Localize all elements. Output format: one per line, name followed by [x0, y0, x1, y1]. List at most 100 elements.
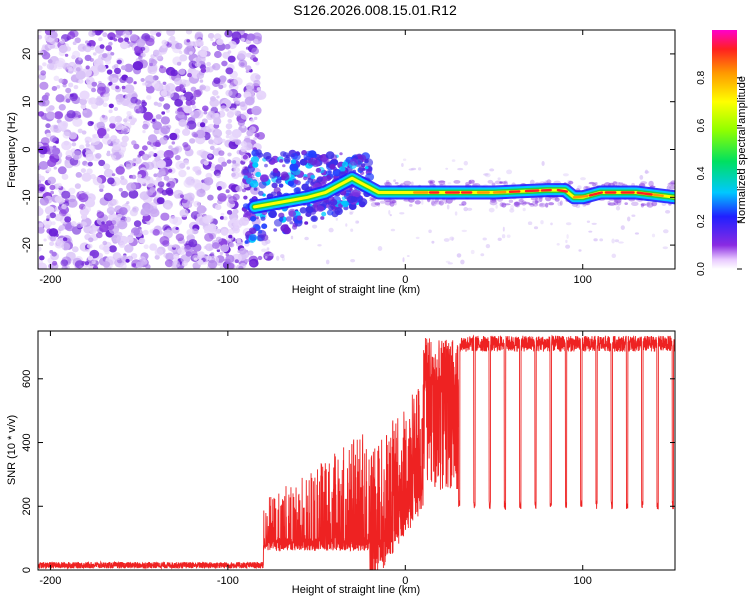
- spectrogram-cell: [506, 169, 513, 175]
- spectrogram-cell: [137, 174, 142, 179]
- spectrogram-cell: [217, 193, 227, 202]
- spectrogram-cell: [554, 197, 560, 202]
- spectrogram-cell: [265, 155, 273, 162]
- spectrogram-xlabel: Height of straight line (km): [292, 284, 420, 296]
- spectrogram-cell: [199, 50, 208, 58]
- spectrogram-cell: [483, 173, 489, 176]
- spectrogram-cell: [225, 67, 234, 75]
- spectrogram-cell: [559, 200, 563, 206]
- spectrogram-cell: [54, 111, 63, 120]
- spectrogram-cell: [161, 111, 166, 115]
- spectrogram-cell: [177, 111, 185, 119]
- spectrogram-cell: [183, 178, 194, 188]
- spectrogram-cell: [220, 105, 227, 111]
- spectrogram-cell: [38, 262, 47, 269]
- spectrogram-cell: [255, 61, 260, 66]
- spectrogram-cell: [369, 199, 376, 202]
- spectrogram-cell: [153, 173, 158, 178]
- spectrogram-cell: [105, 59, 111, 65]
- spectrogram-cell: [451, 159, 456, 162]
- spectrogram-cell: [146, 221, 151, 225]
- spectrogram-cell: [113, 107, 119, 111]
- spectrogram-cell: [186, 166, 190, 170]
- spectrogram-cell: [71, 246, 79, 253]
- spectrogram-cell: [49, 153, 60, 163]
- spectrogram-cell: [269, 172, 277, 179]
- spectrogram-cell: [437, 180, 446, 183]
- spectrogram-cell: [155, 32, 162, 37]
- spectrogram-cell: [96, 211, 105, 219]
- spectrogram-cell: [379, 200, 386, 204]
- spectrogram-cell: [544, 180, 548, 184]
- spectrogram-cell: [401, 163, 404, 167]
- spectrogram-cell: [74, 183, 81, 189]
- spectrogram-cell: [108, 245, 117, 253]
- spectrogram-cell: [593, 238, 598, 242]
- spectrogram-cell: [471, 179, 475, 184]
- spectrogram-cell: [38, 146, 48, 155]
- spectrogram-cell: [304, 221, 309, 225]
- spectrogram-cell: [538, 202, 546, 208]
- spectrogram-cell: [207, 194, 214, 201]
- spectrogram-cell: [388, 210, 391, 215]
- spectrogram-cell: [451, 237, 454, 241]
- spectrogram-cell: [428, 229, 432, 234]
- spectrogram-cell: [204, 233, 214, 242]
- spectrogram-cell: [243, 175, 248, 180]
- spectrogram-cell: [556, 243, 560, 246]
- spectrogram-cell: [111, 77, 119, 84]
- spectrogram-cell: [124, 63, 134, 73]
- spectrogram-cell: [588, 230, 593, 233]
- spectrogram-cell: [235, 185, 243, 192]
- spectrogram-cell: [163, 149, 174, 160]
- spectrogram-cell: [320, 216, 325, 220]
- spectrogram-cell: [72, 41, 77, 45]
- spectrogram-cell: [234, 259, 239, 264]
- spectrogram-cell: [61, 173, 69, 180]
- spectrogram-cell: [119, 178, 128, 186]
- spectrogram-cell: [126, 114, 134, 122]
- spectrogram-cell: [178, 169, 187, 178]
- snr-frame: [37, 330, 676, 571]
- spectrogram-cell: [273, 228, 278, 232]
- x-tick-label: 100: [574, 274, 592, 286]
- spectrogram-cell: [509, 208, 515, 213]
- spectrogram-cell: [179, 50, 183, 55]
- spectrogram-cell: [165, 90, 174, 98]
- spectrogram-cell: [79, 90, 90, 100]
- spectrogram-cell: [38, 227, 45, 234]
- spectrogram-cell: [438, 180, 446, 186]
- spectrogram-cell: [61, 190, 71, 199]
- spectrogram-cell: [80, 104, 87, 110]
- spectrogram-cell: [213, 33, 222, 41]
- spectrogram-cell: [123, 128, 128, 133]
- spectrogram-cell: [529, 179, 535, 185]
- spectrogram-cell: [51, 221, 56, 226]
- spectrogram-cell: [85, 140, 90, 144]
- spectrogram-cell: [55, 60, 59, 64]
- snr-xlabel: Height of straight line (km): [292, 584, 420, 596]
- spectrogram-cell: [111, 217, 120, 225]
- spectrogram-cell: [38, 222, 44, 229]
- spectrogram-cell: [591, 222, 597, 225]
- spectrogram-cell: [538, 196, 543, 203]
- spectrogram-cell: [38, 161, 49, 170]
- spectrogram-cell: [499, 202, 504, 207]
- spectrogram-cell: [149, 243, 158, 251]
- spectrogram-cell: [370, 197, 377, 201]
- spectrogram-cell: [131, 206, 139, 213]
- spectrogram-cell: [220, 244, 229, 253]
- spectrogram-cell: [66, 110, 76, 119]
- spectrogram-cell: [68, 82, 74, 88]
- spectrogram-cell: [649, 185, 656, 188]
- spectrogram-cell: [503, 180, 509, 187]
- spectrogram-cell: [588, 181, 596, 185]
- spectrogram-cell: [183, 144, 191, 152]
- spectrogram-cell: [84, 198, 96, 208]
- spectrogram-cell: [90, 136, 101, 146]
- spectrogram-cell: [212, 128, 223, 138]
- spectrogram-trace-peak: [636, 191, 653, 196]
- spectrogram-cell: [488, 207, 495, 213]
- spectrogram-cell: [65, 150, 73, 157]
- spectrogram-cell: [225, 254, 235, 264]
